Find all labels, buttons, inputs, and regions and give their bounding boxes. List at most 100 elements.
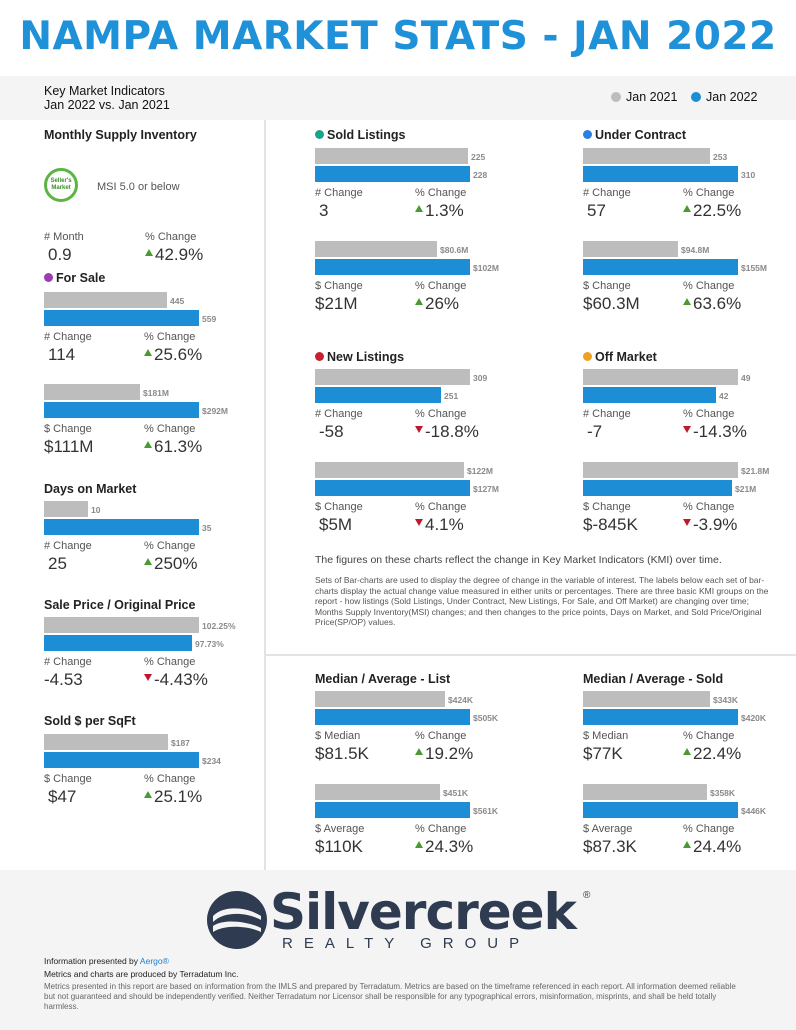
- bar-label-jan-2022: 97.73%: [195, 639, 224, 649]
- change-label: # Change: [583, 408, 631, 420]
- bar-label-jan-2022: $505K: [473, 713, 499, 723]
- change-value: $87.3K: [583, 837, 637, 856]
- change-value: $110K: [315, 837, 363, 856]
- bar-label-jan-2022: $292M: [202, 406, 228, 416]
- bar-label-jan-2022: $234: [202, 756, 221, 766]
- sellers-market-badge: Seller's Market: [44, 168, 78, 202]
- footer-presented: Information presented by Aergo®: [44, 956, 169, 966]
- change-value: 57: [587, 201, 606, 220]
- up-arrow-icon: [144, 441, 152, 448]
- bar-label-jan-2022: 228: [473, 170, 488, 180]
- change-label: $ Change: [315, 501, 363, 513]
- sale-price-original-price-title: Sale Price / Original Price: [44, 598, 195, 612]
- bar-jan-2022: [315, 387, 441, 403]
- bar-jan-2021: [583, 241, 678, 257]
- bar-jan-2021: [583, 462, 738, 478]
- bar-label-jan-2021: $21.8M: [741, 466, 770, 476]
- bar-label-jan-2021: 445: [170, 296, 185, 306]
- change-label: $ Median: [583, 730, 629, 742]
- pct-change: 1.3%: [415, 201, 464, 221]
- pct-change: 26%: [415, 294, 459, 314]
- bar-label-jan-2022: 251: [444, 391, 459, 401]
- pct-change-label: % Change: [144, 331, 196, 343]
- pct-change-label: % Change: [144, 540, 196, 552]
- new-listings-title-text: New Listings: [327, 350, 405, 364]
- change-label: $ Average: [315, 823, 365, 835]
- up-arrow-icon: [144, 558, 152, 565]
- vertical-divider: [264, 120, 266, 870]
- pct-change-value: 61.3%: [154, 437, 203, 456]
- legend-item-2021: Jan 2021: [611, 90, 677, 104]
- change-label: # Change: [44, 331, 92, 343]
- pct-change-value: 22.4%: [693, 744, 742, 763]
- bar-jan-2021: [315, 784, 440, 800]
- bar-label-jan-2022: 559: [202, 314, 217, 324]
- logo-registered: ®: [583, 890, 591, 901]
- down-arrow-icon: [415, 426, 423, 433]
- pct-change: 25.1%: [144, 787, 202, 807]
- pct-change-label: % Change: [415, 280, 467, 292]
- kmi-period: Jan 2022 vs. Jan 2021: [44, 98, 170, 112]
- pct-change-label: % Change: [144, 773, 196, 785]
- footer-presented-prefix: Information presented by: [44, 956, 140, 966]
- bar-label-jan-2021: $358K: [710, 788, 736, 798]
- bar-jan-2022: [44, 519, 199, 535]
- for-sale-title: For Sale: [44, 271, 105, 285]
- legend-label-2022: Jan 2022: [706, 90, 758, 104]
- bar-label-jan-2021: 309: [473, 373, 488, 383]
- bar-label-jan-2021: $187: [171, 738, 190, 748]
- footer: [0, 870, 796, 1030]
- change-label: $ Change: [44, 773, 92, 785]
- pct-change-value: -18.8%: [425, 422, 479, 441]
- change-label: $ Change: [44, 423, 92, 435]
- pct-change-value: 250%: [154, 554, 198, 573]
- kmi-title: Key Market Indicators: [44, 84, 165, 98]
- bar-jan-2021: [44, 617, 199, 633]
- logo-subtitle: REALTY GROUP: [282, 935, 531, 952]
- down-arrow-icon: [415, 519, 423, 526]
- days-on-market-title: Days on Market: [44, 482, 136, 496]
- change-value: $47: [48, 787, 77, 806]
- msi-change-value: 0.9: [48, 245, 72, 264]
- bar-label-jan-2021: 10: [91, 505, 101, 515]
- kmi-caption: Key Market Indicators Jan 2022 vs. Jan 2…: [44, 84, 170, 112]
- pct-change-label: % Change: [415, 730, 467, 742]
- pct-change-value: 25.1%: [154, 787, 203, 806]
- bar-jan-2022: [583, 387, 716, 403]
- bar-jan-2022: [44, 310, 199, 326]
- bar-jan-2021: [315, 462, 464, 478]
- bar-jan-2022: [44, 752, 199, 768]
- pct-change: 19.2%: [415, 744, 473, 764]
- bar-jan-2022: [44, 402, 199, 418]
- bar-label-jan-2022: $420K: [741, 713, 767, 723]
- pct-change-label: % Change: [683, 280, 735, 292]
- aergo-link[interactable]: Aergo®: [139, 956, 169, 966]
- pct-change-value: 25.6%: [154, 345, 203, 364]
- pct-change-label: % Change: [683, 730, 735, 742]
- pct-change-value: 4.1%: [425, 515, 464, 534]
- median-average-list-title: Median / Average - List: [315, 672, 450, 686]
- change-label: # Change: [315, 187, 363, 199]
- up-arrow-icon: [415, 841, 423, 848]
- under-contract-title-text: Under Contract: [595, 128, 686, 142]
- kmi-note: The figures on these charts reflect the …: [315, 554, 722, 566]
- up-arrow-icon: [144, 349, 152, 356]
- change-label: $ Change: [315, 280, 363, 292]
- change-label: $ Median: [315, 730, 361, 742]
- up-arrow-icon: [415, 298, 423, 305]
- pct-change: 25.6%: [144, 345, 202, 365]
- bar-jan-2022: [315, 709, 470, 725]
- bar-label-jan-2022: $21M: [735, 484, 757, 494]
- kmi-note-detail: Sets of Bar-charts are used to display t…: [315, 575, 769, 627]
- change-value: -7: [587, 422, 603, 441]
- change-value: $5M: [319, 515, 353, 534]
- change-value: $81.5K: [315, 744, 369, 763]
- silvercreek-logo-icon: [207, 891, 267, 949]
- bar-jan-2021: [44, 734, 168, 750]
- msi-pct: 42.9%: [145, 245, 203, 265]
- footer-produced: Metrics and charts are produced by Terra…: [44, 969, 239, 979]
- off-market-dot-icon: [583, 352, 592, 361]
- legend-item-2022: Jan 2022: [691, 90, 757, 104]
- down-arrow-icon: [683, 426, 691, 433]
- bar-label-jan-2021: $122M: [467, 466, 493, 476]
